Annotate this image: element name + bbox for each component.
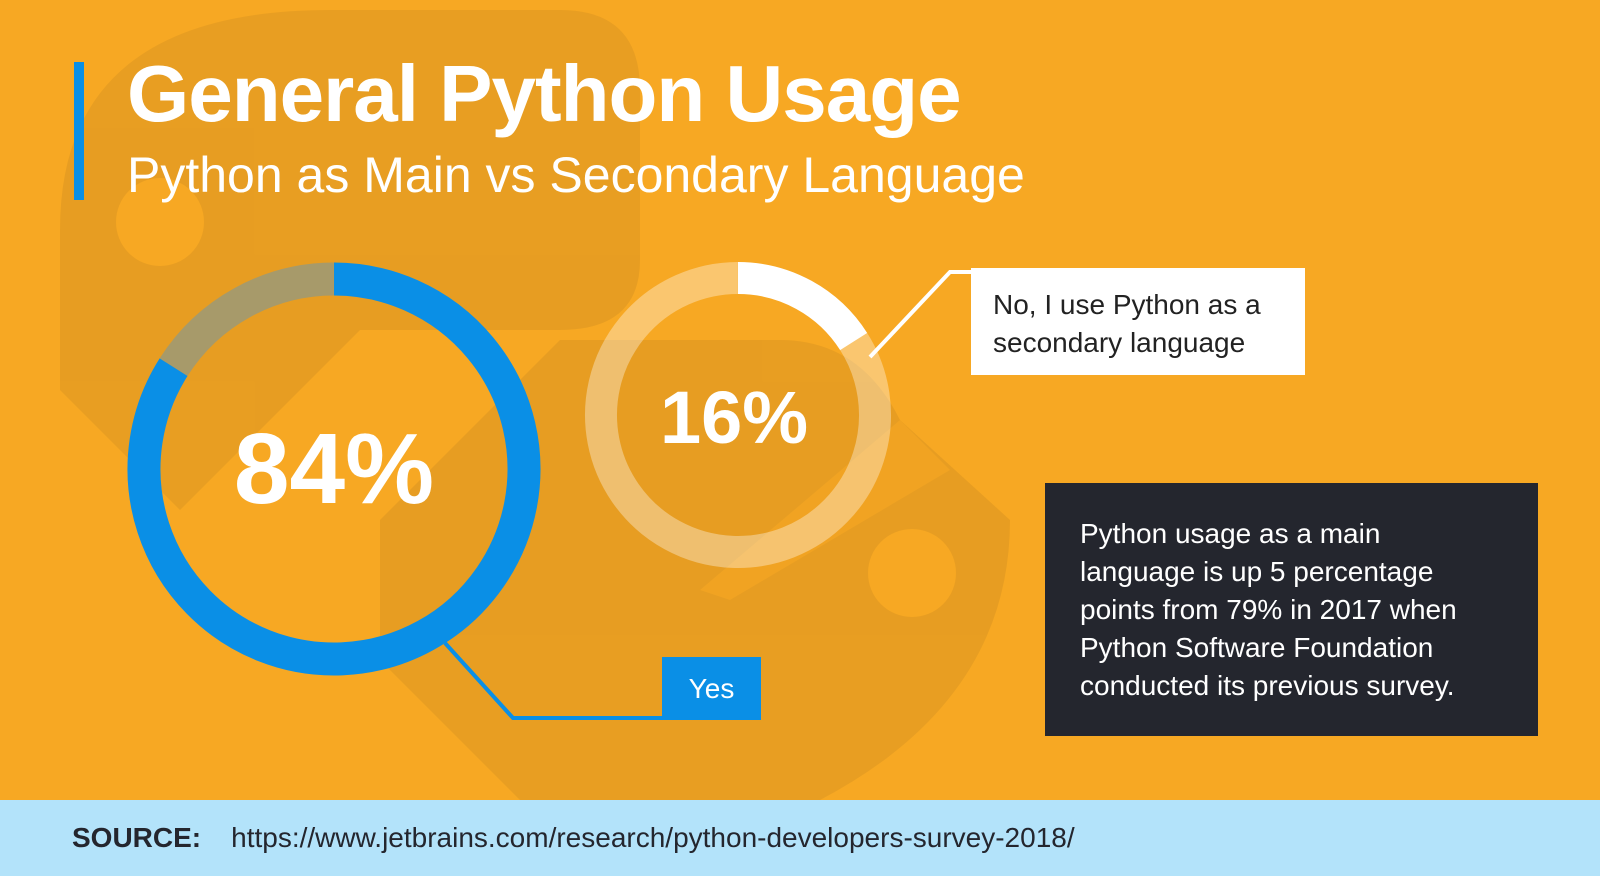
donut-value-arc [737, 262, 868, 351]
data-label-84: 84% [234, 413, 434, 525]
donut-value-arc [127, 262, 541, 676]
yes-leader-line [443, 641, 662, 720]
donut-remainder-arc [159, 262, 335, 377]
donut-main-language [127, 262, 541, 676]
donut-remainder-arc [585, 262, 891, 568]
donut-secondary-language [585, 262, 891, 568]
page-title: General Python Usage [127, 49, 962, 138]
donut-charts: 84% 16% [127, 262, 971, 720]
data-label-16: 16% [660, 376, 808, 459]
title-accent-bar [74, 62, 84, 200]
legend-secondary-language: No, I use Python as a secondary language [971, 268, 1305, 375]
footer: SOURCE: https://www.jetbrains.com/resear… [0, 800, 1600, 876]
note-box: Python usage as a main language is up 5 … [1045, 483, 1538, 736]
page-subtitle: Python as Main vs Secondary Language [127, 147, 1025, 203]
legend-yes: Yes [662, 657, 761, 720]
source-label: SOURCE: [72, 822, 202, 853]
no-leader-line [868, 270, 971, 359]
source-url[interactable]: https://www.jetbrains.com/research/pytho… [231, 822, 1075, 853]
